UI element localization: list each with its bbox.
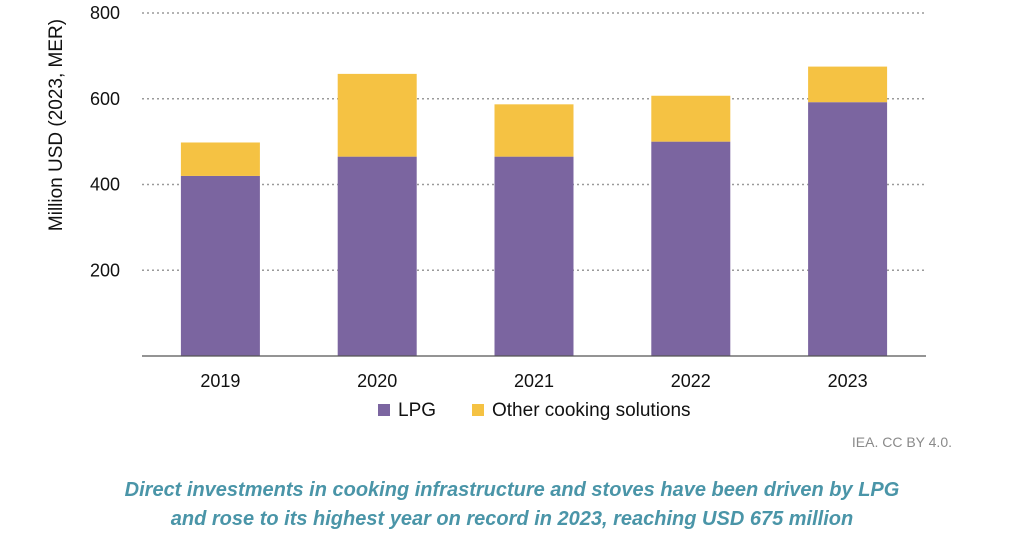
legend: LPG Other cooking solutions (378, 400, 691, 421)
bar-lpg-2023 (808, 102, 888, 357)
y-tick-label: 600 (90, 89, 120, 109)
y-axis-title: Million USD (2023, MER) (46, 19, 67, 231)
legend-label: LPG (398, 400, 436, 421)
bar-lpg-2021 (494, 156, 574, 356)
bar-other-cooking-solutions-2021 (494, 104, 574, 157)
bar-lpg-2019 (180, 175, 260, 356)
y-tick-label: 400 (90, 175, 120, 195)
bar-lpg-2022 (651, 141, 731, 356)
bars (180, 66, 888, 357)
y-tick-label: 800 (90, 3, 120, 23)
x-tick-label: 2021 (514, 371, 554, 391)
x-tick-label: 2022 (671, 371, 711, 391)
bar-other-cooking-solutions-2023 (808, 66, 888, 103)
legend-swatch (378, 404, 390, 416)
chart-caption: Direct investments in cooking infrastruc… (0, 476, 1024, 534)
caption-line-2: and rose to its highest year on record i… (170, 508, 854, 530)
x-tick-label: 2023 (828, 371, 868, 391)
x-tick-label: 2019 (200, 371, 240, 391)
credit-text: IEA. CC BY 4.0. (851, 434, 952, 450)
bar-other-cooking-solutions-2020 (337, 73, 417, 157)
bar-lpg-2020 (337, 156, 417, 356)
bar-other-cooking-solutions-2022 (651, 95, 731, 142)
x-tick-label: 2020 (357, 371, 397, 391)
legend-swatch (472, 404, 484, 416)
bar-other-cooking-solutions-2019 (180, 142, 260, 176)
caption-line-1: Direct investments in cooking infrastruc… (124, 479, 900, 501)
y-tick-label: 200 (90, 260, 120, 280)
legend-label: Other cooking solutions (492, 400, 691, 421)
axes: 200 400 600 800 2019 2020 2021 2022 2023 (90, 3, 926, 391)
